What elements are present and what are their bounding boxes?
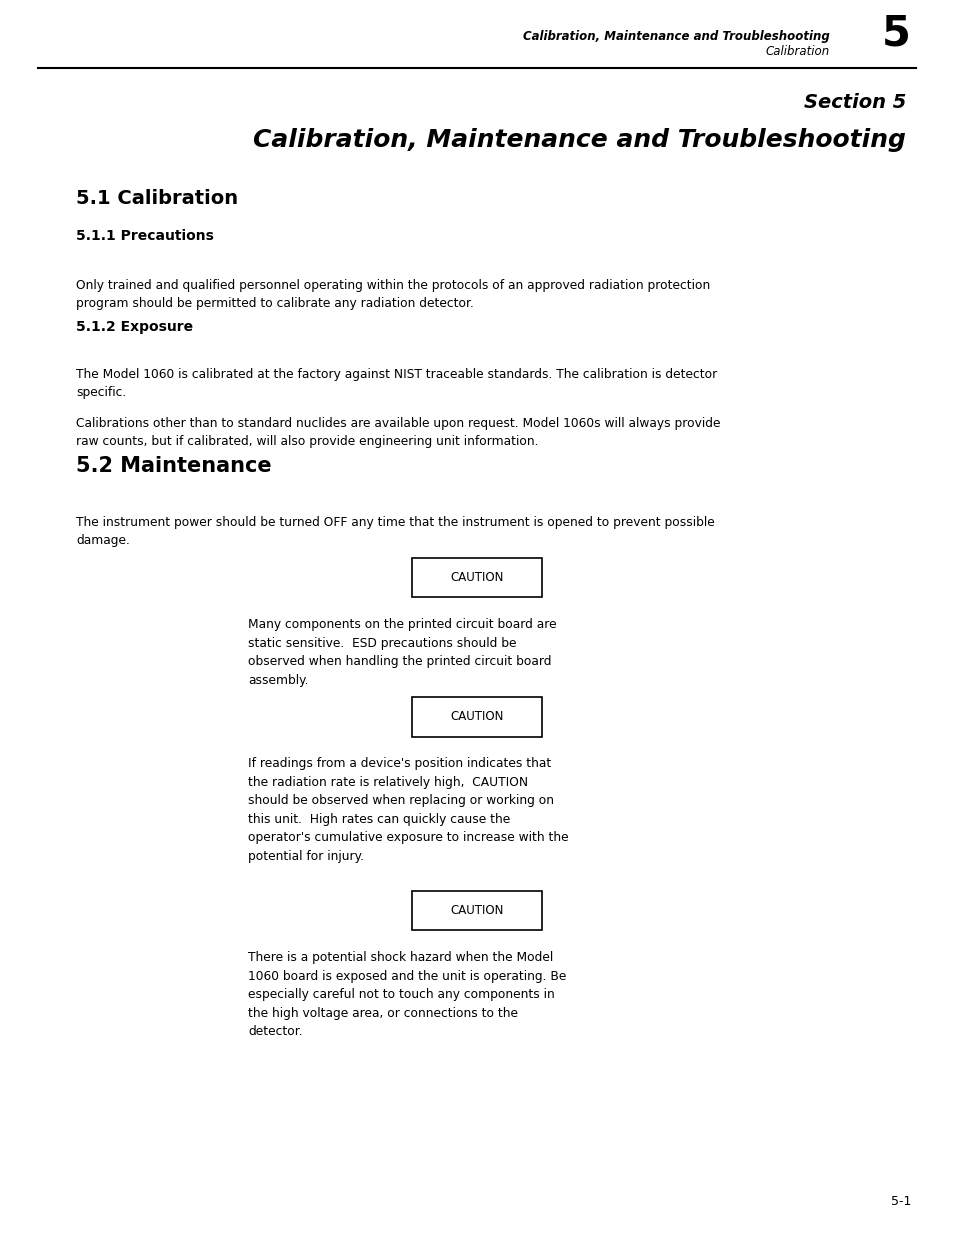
Text: Calibrations other than to standard nuclides are available upon request. Model 1: Calibrations other than to standard nucl… [76, 417, 720, 448]
Text: The Model 1060 is calibrated at the factory against NIST traceable standards. Th: The Model 1060 is calibrated at the fact… [76, 368, 717, 399]
Text: Only trained and qualified personnel operating within the protocols of an approv: Only trained and qualified personnel ope… [76, 279, 710, 310]
Text: 5.2 Maintenance: 5.2 Maintenance [76, 456, 272, 477]
FancyBboxPatch shape [412, 890, 541, 930]
FancyBboxPatch shape [412, 697, 541, 736]
Text: 5.1 Calibration: 5.1 Calibration [76, 189, 238, 209]
Text: 5.1.1 Precautions: 5.1.1 Precautions [76, 228, 214, 243]
Text: The instrument power should be turned OFF any time that the instrument is opened: The instrument power should be turned OF… [76, 516, 715, 547]
Text: If readings from a device's position indicates that
the radiation rate is relati: If readings from a device's position ind… [248, 757, 568, 863]
Text: Calibration, Maintenance and Troubleshooting: Calibration, Maintenance and Troubleshoo… [522, 30, 829, 43]
Text: 5: 5 [882, 12, 910, 54]
Text: CAUTION: CAUTION [450, 710, 503, 724]
Text: 5.1.2 Exposure: 5.1.2 Exposure [76, 320, 193, 335]
Text: Many components on the printed circuit board are
static sensitive.  ESD precauti: Many components on the printed circuit b… [248, 618, 557, 687]
Text: CAUTION: CAUTION [450, 571, 503, 584]
Text: 5-1: 5-1 [890, 1194, 910, 1208]
Text: Calibration, Maintenance and Troubleshooting: Calibration, Maintenance and Troubleshoo… [253, 127, 905, 152]
Text: There is a potential shock hazard when the Model
1060 board is exposed and the u: There is a potential shock hazard when t… [248, 951, 566, 1039]
FancyBboxPatch shape [412, 557, 541, 597]
Text: Calibration: Calibration [765, 44, 829, 58]
Text: Section 5: Section 5 [803, 93, 905, 112]
Text: CAUTION: CAUTION [450, 904, 503, 916]
